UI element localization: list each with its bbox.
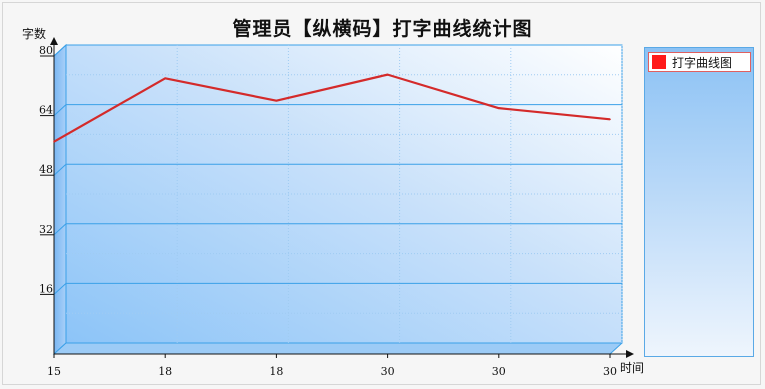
- gridline-wall: [53, 104, 67, 116]
- y-tick-label: 32: [39, 223, 53, 236]
- y-axis-arrow: [50, 37, 58, 45]
- x-tick-label: 18: [158, 365, 172, 378]
- gridline-wall: [53, 163, 67, 176]
- x-tick-label: 30: [492, 365, 506, 378]
- x-axis-arrow: [626, 350, 634, 358]
- data-point: [275, 99, 278, 102]
- legend: 打字曲线图: [644, 47, 754, 357]
- y-tick-label: 16: [39, 282, 53, 295]
- y-axis-label: 字数: [22, 26, 46, 41]
- chart-title: 管理员【纵横码】打字曲线统计图: [232, 18, 533, 40]
- x-tick-label: 15: [47, 365, 61, 378]
- data-point: [386, 73, 389, 76]
- x-tick-label: 30: [603, 365, 617, 378]
- data-point: [164, 77, 166, 80]
- legend-item: 打字曲线图: [648, 52, 751, 72]
- data-point: [498, 107, 500, 109]
- y-tick-label: 64: [39, 104, 53, 117]
- data-point: [53, 140, 55, 143]
- series-line: [53, 73, 611, 143]
- x-axis-label: 时间: [620, 361, 644, 375]
- x-tick-label: 30: [381, 365, 395, 378]
- gridline-wall: [53, 223, 67, 236]
- data-point: [609, 118, 611, 121]
- x-tick-label: 18: [269, 365, 283, 378]
- floor: [52, 342, 624, 355]
- y-tick-label: 80: [39, 44, 53, 57]
- plot-area: [65, 44, 623, 344]
- legend-swatch: [652, 55, 666, 69]
- side-wall: [53, 43, 67, 356]
- gridline-wall: [53, 44, 67, 57]
- legend-label: 打字曲线图: [672, 55, 733, 70]
- y-tick-label: 48: [39, 163, 53, 176]
- gridline-wall: [53, 283, 67, 295]
